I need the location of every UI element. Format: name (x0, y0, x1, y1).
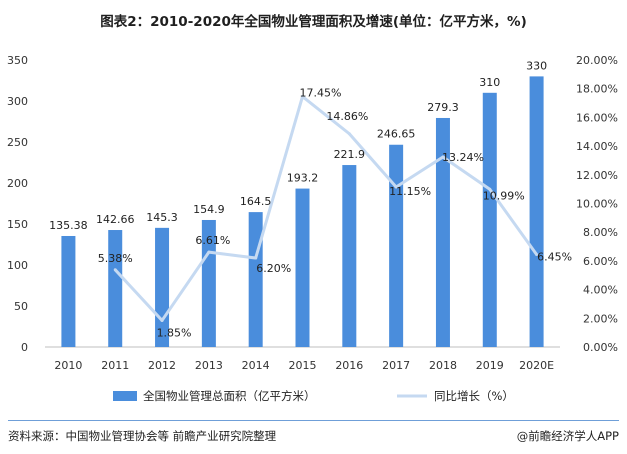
line-value-label: 5.38% (98, 252, 133, 265)
bar (342, 165, 357, 347)
bar-series (61, 76, 544, 348)
y-tick-label: 50 (14, 300, 28, 313)
bar-value-label: 330 (526, 59, 547, 72)
bar (389, 144, 404, 347)
x-tick-label: 2016 (335, 359, 363, 372)
line-point (441, 155, 445, 159)
bar-value-label: 135.38 (49, 219, 88, 232)
legend-line-label: 同比增长（%） (434, 389, 514, 403)
line-value-label: 13.24% (442, 151, 484, 164)
y-tick-label: 200 (7, 177, 28, 190)
bar (108, 230, 123, 347)
line-value-label: 10.99% (483, 189, 525, 202)
y2-tick-label: 18.00% (576, 83, 618, 96)
y2-tick-label: 2.00% (583, 312, 618, 325)
x-tick-label: 2018 (429, 359, 457, 372)
bar-value-label: 279.3 (427, 101, 459, 114)
x-tick-label: 2012 (148, 359, 176, 372)
y2-tick-label: 0.00% (583, 341, 618, 354)
legend-bar-swatch (113, 391, 137, 401)
chart-plot: 0 50 100 150 200 250 300 350 0.00% 2.00% 4.00% 6.0… (7, 54, 618, 403)
x-tick-label: 2017 (382, 359, 410, 372)
y2-tick-label: 20.00% (576, 54, 618, 67)
y2-tick-label: 8.00% (583, 226, 618, 239)
bar (61, 235, 76, 347)
y-tick-label: 100 (7, 259, 28, 272)
x-tick-label: 2019 (476, 359, 504, 372)
growth-line (114, 95, 538, 322)
bar-value-labels: 135.38 142.66 145.3 154.9 164.5 193.2 221.9 246… (49, 59, 547, 232)
line-point (488, 187, 492, 191)
y2-tick-label: 6.00% (583, 255, 618, 268)
line-value-label: 1.85% (157, 326, 192, 339)
x-tick-label: 2011 (101, 359, 129, 372)
bar (482, 92, 497, 347)
line-value-label: 6.20% (256, 262, 291, 275)
line-point (254, 256, 258, 260)
bar-value-label: 246.65 (377, 128, 416, 141)
bar (435, 117, 450, 347)
footer-divider (8, 420, 619, 421)
y-tick-label: 0 (21, 341, 28, 354)
legend-bar-label: 全国物业管理总面积（亿平方米） (143, 389, 316, 403)
y2-tick-label: 12.00% (576, 169, 618, 182)
bar-value-label: 310 (479, 76, 500, 89)
line-point (394, 185, 398, 189)
x-tick-label: 2014 (242, 359, 270, 372)
line-value-label: 17.45% (300, 87, 342, 100)
line-point (160, 318, 164, 322)
footer-brand: @前瞻经济学人APP (516, 429, 619, 443)
y-tick-label: 250 (7, 136, 28, 149)
line-value-label: 14.86% (326, 110, 368, 123)
chart-title: 图表2：2010-2020年全国物业管理面积及增速(单位：亿平方米，%) (100, 14, 527, 30)
bar (248, 212, 263, 347)
line-point (347, 132, 351, 136)
y2-tick-label: 4.00% (583, 284, 618, 297)
line-series (113, 95, 539, 322)
y2-tick-label: 10.00% (576, 198, 618, 211)
bar-value-label: 221.9 (334, 148, 366, 161)
y2-tick-label: 16.00% (576, 111, 618, 124)
line-point (535, 252, 539, 256)
y-axis-left: 0 50 100 150 200 250 300 350 (7, 54, 28, 354)
bar (529, 76, 544, 348)
x-tick-label: 2015 (289, 359, 317, 372)
y-tick-label: 350 (7, 54, 28, 67)
bar-value-label: 142.66 (96, 213, 135, 226)
bar-value-label: 164.5 (240, 195, 272, 208)
line-point (113, 268, 117, 272)
line-point (207, 250, 211, 254)
bar-value-label: 145.3 (146, 211, 178, 224)
line-value-label: 6.45% (537, 250, 572, 263)
line-value-labels: 5.38% 1.85% 6.61% 6.20% 17.45% 14.86% 11.15% 13… (98, 87, 572, 340)
x-tick-label: 2010 (54, 359, 82, 372)
y-axis-right: 0.00% 2.00% 4.00% 6.00% 8.00% 10.00% 12.00% 14.… (576, 54, 618, 354)
line-value-label: 6.61% (195, 234, 230, 247)
x-tick-label: 2013 (195, 359, 223, 372)
y2-tick-label: 14.00% (576, 140, 618, 153)
x-axis: 2010 2011 2012 2013 2014 2015 2016 2017 2018 2019… (45, 346, 560, 372)
bar (295, 188, 310, 347)
line-point (301, 95, 304, 99)
bar-value-label: 193.2 (287, 172, 319, 185)
line-value-label: 11.15% (389, 185, 431, 198)
footer-source: 资料来源：中国物业管理协会等 前瞻产业研究院整理 (8, 429, 277, 443)
bar-value-label: 154.9 (193, 203, 225, 216)
legend: 全国物业管理总面积（亿平方米） 同比增长（%） (113, 389, 514, 403)
x-tick-label: 2020E (519, 359, 554, 372)
y-tick-label: 150 (7, 218, 28, 231)
y-tick-label: 300 (7, 95, 28, 108)
